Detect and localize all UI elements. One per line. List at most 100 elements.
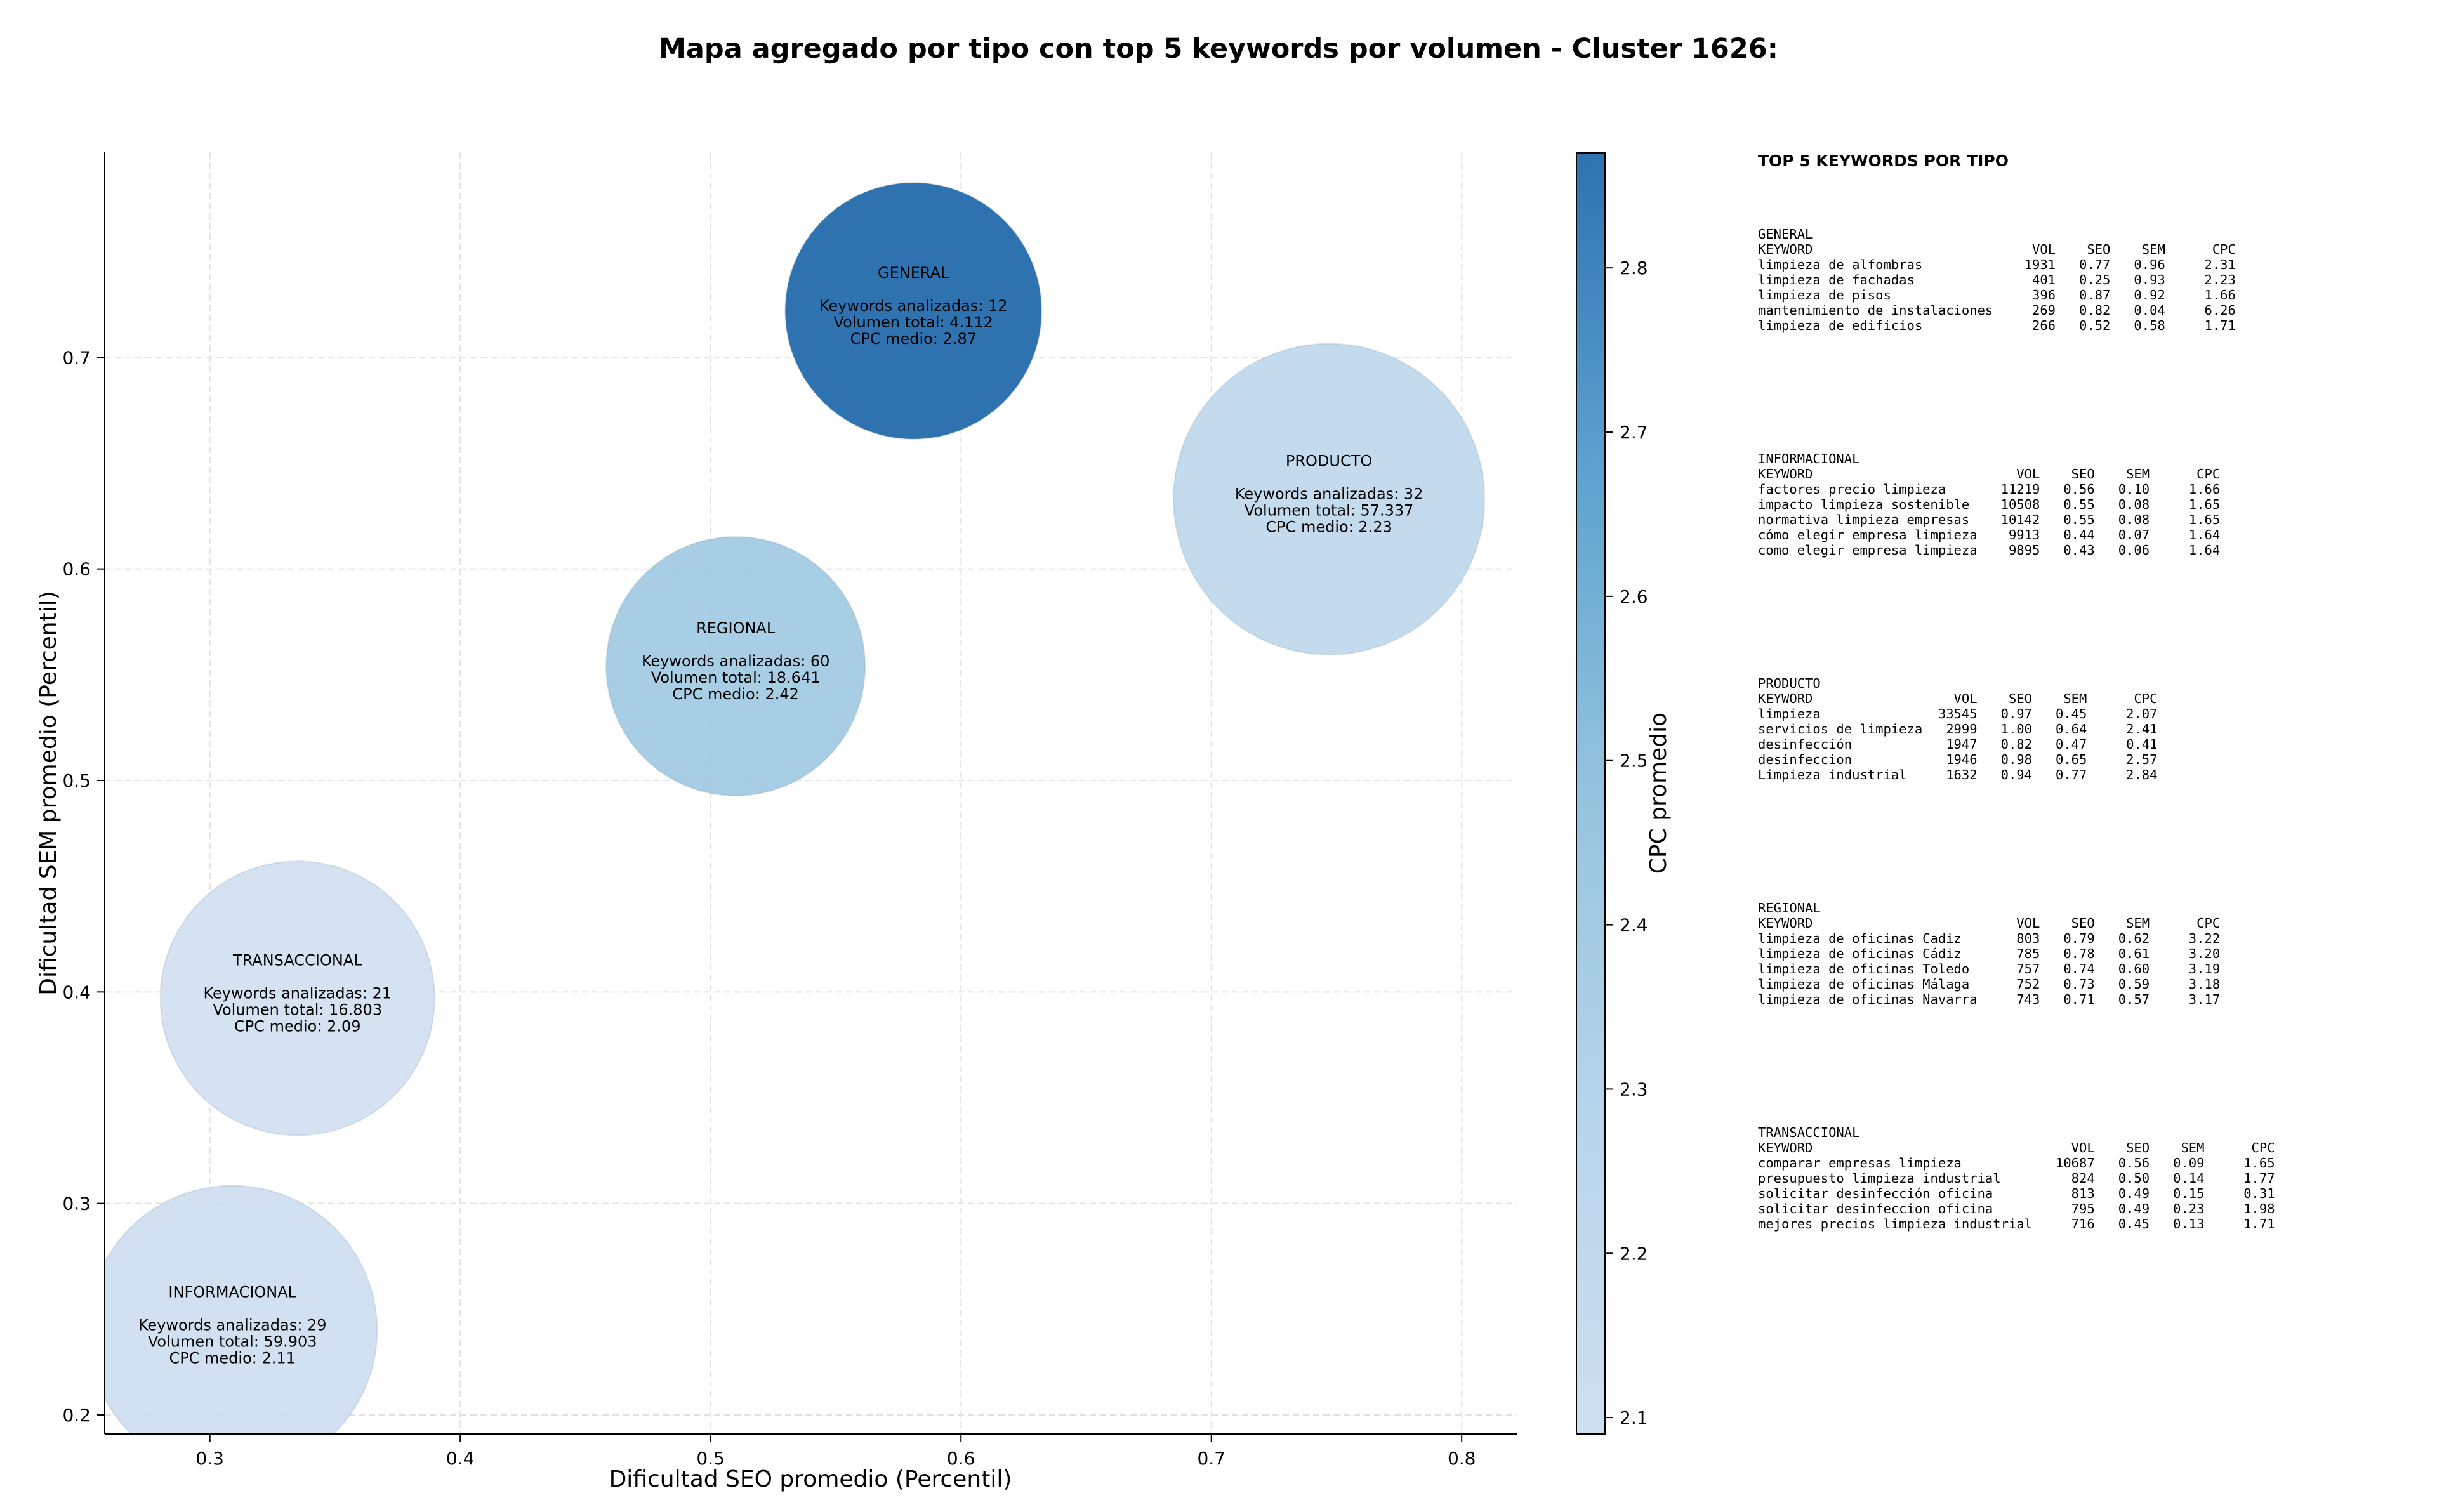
table-row: mantenimiento de instalaciones 269 0.82 … [1758, 303, 2236, 318]
bubble-stat: Keywords analizadas: 32 [1235, 485, 1423, 503]
table-row: cómo elegir empresa limpieza 9913 0.44 0… [1758, 527, 2221, 542]
colorbar-tick-label: 2.8 [1620, 258, 1648, 279]
group-heading: TRANSACCIONAL [1758, 1125, 1860, 1140]
table-row: normativa limpieza empresas 10142 0.55 0… [1758, 512, 2221, 527]
y-tick-label: 0.3 [62, 1193, 91, 1214]
table-row: desinfeccion 1946 0.98 0.65 2.57 [1758, 752, 2158, 767]
bubble-circle [105, 1185, 378, 1434]
table-row: limpieza de edificios 266 0.52 0.58 1.71 [1758, 318, 2236, 333]
bubble-stat: Volumen total: 16.803 [213, 1001, 382, 1018]
x-axis-label: Dificultad SEO promedio (Percentil) [609, 1466, 1012, 1492]
keyword-group: REGIONAL KEYWORD VOL SEO SEM CPC limpieza … [1758, 900, 2424, 1125]
table-row: limpieza de alfombras 1931 0.77 0.96 2.3… [1758, 257, 2236, 272]
ticks: 0.3 0.4 0.5 0.6 0.7 0.8 0.2 0.3 0.4 0.5 0.6 0.7 [62, 347, 1476, 1469]
colorbar-tick-label: 2.2 [1620, 1243, 1648, 1264]
x-tick-label: 0.8 [1448, 1448, 1476, 1469]
table-row: limpieza de pisos 396 0.87 0.92 1.66 [1758, 287, 2236, 303]
bubble-circle [159, 860, 435, 1136]
table-row: comparar empresas limpieza 10687 0.56 0.… [1758, 1155, 2275, 1171]
bubble-name: PRODUCTO [1286, 452, 1372, 470]
table-row: limpieza de oficinas Cadiz 803 0.79 0.62… [1758, 931, 2221, 946]
table-row: presupuesto limpieza industrial 824 0.50… [1758, 1171, 2275, 1186]
bubble-circle [784, 182, 1043, 440]
table-row: factores precio limpieza 11219 0.56 0.10… [1758, 482, 2221, 497]
bubble-transaccional: TRANSACCIONAL Keywords analizadas: 21Volu… [159, 860, 435, 1136]
bubble-stat: CPC medio: 2.09 [234, 1017, 361, 1035]
top-keywords-panel: TOP 5 KEYWORDS POR TIPO GENERAL KEYWORD V… [1758, 150, 2424, 1350]
colorbar-ticks: 2.1 2.2 2.3 2.4 2.5 2.6 2.7 2.8 [1605, 258, 1648, 1428]
group-heading: REGIONAL [1758, 900, 1821, 916]
colorbar-gradient [1576, 152, 1606, 1435]
keyword-group: PRODUCTO KEYWORD VOL SEO SEM CPC limpieza … [1758, 676, 2424, 900]
bubble-stat: Keywords analizadas: 29 [138, 1317, 327, 1334]
table-row: limpieza de oficinas Navarra 743 0.71 0.… [1758, 992, 2221, 1007]
table-row: solicitar desinfección oficina 813 0.49 … [1758, 1186, 2275, 1201]
table-row: limpieza 33545 0.97 0.45 2.07 [1758, 706, 2158, 721]
bubble-stat: Keywords analizadas: 21 [203, 984, 392, 1002]
y-tick-label: 0.4 [62, 982, 91, 1003]
group-heading: PRODUCTO [1758, 676, 1821, 691]
table-row: impacto limpieza sostenible 10508 0.55 0… [1758, 497, 2221, 512]
table-row: limpieza de fachadas 401 0.25 0.93 2.23 [1758, 272, 2236, 287]
bubble-stat: Volumen total: 57.337 [1245, 502, 1414, 520]
x-tick-label: 0.4 [446, 1448, 475, 1469]
keyword-group: INFORMACIONAL KEYWORD VOL SEO SEM CPC fact… [1758, 451, 2424, 676]
bubble-name: GENERAL [878, 264, 949, 282]
chart-title: Mapa agregado por tipo con top 5 keyword… [659, 33, 1778, 65]
bubble-stat: CPC medio: 2.87 [850, 330, 977, 348]
table-header: KEYWORD VOL SEO SEM CPC [1758, 1140, 2275, 1155]
bubble-stat: CPC medio: 2.23 [1265, 518, 1392, 536]
colorbar-tick-label: 2.3 [1620, 1079, 1648, 1100]
keyword-group: TRANSACCIONAL KEYWORD VOL SEO SEM CPC comp… [1758, 1125, 2424, 1350]
colorbar-tick-label: 2.1 [1620, 1407, 1648, 1428]
bubble-stat: Keywords analizadas: 12 [819, 297, 1008, 315]
table-header: KEYWORD VOL SEO SEM CPC [1758, 691, 2158, 706]
table-row: Limpieza industrial 1632 0.94 0.77 2.84 [1758, 767, 2158, 782]
colorbar-tick-label: 2.4 [1620, 915, 1648, 936]
colorbar-tick-label: 2.7 [1620, 422, 1648, 443]
table-row: mejores precios limpieza industrial 716 … [1758, 1216, 2275, 1232]
table-row: limpieza de oficinas Toledo 757 0.74 0.6… [1758, 961, 2221, 976]
y-tick-label: 0.7 [62, 347, 91, 368]
keyword-groups: GENERAL KEYWORD VOL SEO SEM CPC limpieza d… [1758, 227, 2424, 1350]
x-tick-label: 0.3 [195, 1448, 224, 1469]
group-heading: GENERAL [1758, 227, 1813, 242]
group-heading: INFORMACIONAL [1758, 451, 1860, 466]
colorbar: 2.1 2.2 2.3 2.4 2.5 2.6 2.7 2.8 CPC promedio [1576, 152, 1672, 1435]
bubble-informacional: INFORMACIONAL Keywords analizadas: 29Volu… [105, 1185, 378, 1434]
bubble-name: INFORMACIONAL [168, 1284, 296, 1301]
bubble-stat: Volumen total: 4.112 [834, 313, 993, 331]
colorbar-label: CPC promedio [1646, 713, 1672, 874]
x-tick-label: 0.5 [696, 1448, 725, 1469]
colorbar-tick-label: 2.5 [1620, 751, 1648, 772]
x-tick-label: 0.7 [1197, 1448, 1225, 1469]
bubble-circle [605, 536, 866, 796]
colorbar-tick-label: 2.6 [1620, 586, 1648, 607]
table-row: solicitar desinfeccion oficina 795 0.49 … [1758, 1201, 2275, 1216]
bubble-name: TRANSACCIONAL [232, 951, 362, 969]
table-row: como elegir empresa limpieza 9895 0.43 0… [1758, 542, 2221, 558]
bubble-stat: Volumen total: 18.641 [651, 669, 821, 687]
bubble-circle [1173, 343, 1486, 655]
bubble-stat: Volumen total: 59.903 [148, 1333, 317, 1351]
bubble-name: REGIONAL [696, 619, 776, 637]
bubble-stat: CPC medio: 2.11 [169, 1350, 296, 1367]
y-axis-label: Dificultad SEM promedio (Percentil) [36, 591, 62, 996]
keyword-group: GENERAL KEYWORD VOL SEO SEM CPC limpieza d… [1758, 227, 2424, 451]
table-row: limpieza de oficinas Málaga 752 0.73 0.5… [1758, 976, 2221, 992]
table-header: KEYWORD VOL SEO SEM CPC [1758, 466, 2221, 482]
panel-title: TOP 5 KEYWORDS POR TIPO [1758, 152, 2009, 170]
table-header: KEYWORD VOL SEO SEM CPC [1758, 242, 2236, 257]
bubble-stat: Keywords analizadas: 60 [642, 652, 830, 670]
table-row: desinfección 1947 0.82 0.47 0.41 [1758, 737, 2158, 752]
y-tick-label: 0.2 [62, 1405, 91, 1426]
table-row: limpieza de oficinas Cádiz 785 0.78 0.61… [1758, 946, 2221, 961]
y-tick-label: 0.6 [62, 559, 91, 580]
bubble-stat: CPC medio: 2.42 [672, 685, 799, 703]
table-row: servicios de limpieza 2999 1.00 0.64 2.4… [1758, 721, 2158, 737]
